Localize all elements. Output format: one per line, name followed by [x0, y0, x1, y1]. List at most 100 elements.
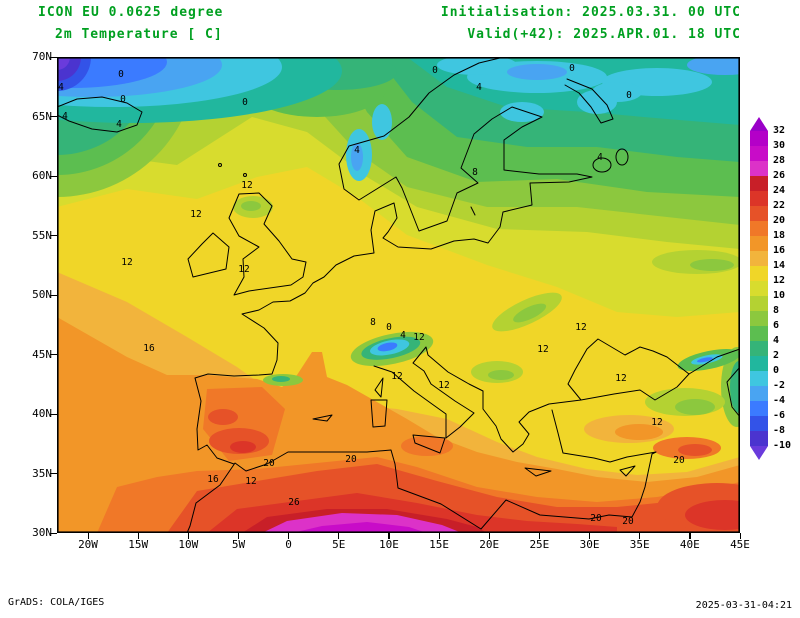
lon-tick-label: 15E [429, 538, 449, 551]
contour-label: 20 [673, 455, 685, 466]
contour-label: 0 [118, 69, 124, 80]
contour-label: 8 [472, 167, 478, 178]
model-title: ICON EU 0.0625 degree [38, 5, 224, 20]
lon-tick [538, 533, 541, 539]
lon-tick-label: 10W [178, 538, 199, 551]
contour-label: 4 [476, 82, 482, 93]
colorbar-label: -8 [773, 425, 786, 436]
lat-tick-label: 65N [32, 109, 52, 123]
contour-label: 12 [121, 257, 132, 268]
lat-tick-label: 35N [32, 466, 52, 480]
contour-label: 4 [597, 152, 603, 163]
lon-tick-label: 25E [529, 538, 550, 551]
contour-label: 20 [622, 516, 634, 527]
contour-label: 26 [288, 497, 300, 508]
colorbar-label: 14 [773, 260, 786, 271]
lon-tick-label: 40E [679, 538, 700, 551]
lon-tick [589, 533, 591, 539]
lon-tick [388, 533, 390, 539]
contour-label: 4 [62, 111, 68, 122]
lon-tick-label: 45E [730, 538, 750, 551]
colorbar-arrow-bottom [750, 446, 768, 460]
map-frame [57, 57, 740, 533]
contour-label: 12 [537, 344, 548, 355]
colorbar-segment [750, 236, 768, 251]
contour-label: 12 [245, 476, 256, 487]
colorbar-label: 10 [773, 290, 786, 301]
colorbar-label: 8 [773, 305, 780, 316]
colorbar-segment [750, 431, 768, 446]
lat-tick [50, 473, 57, 475]
contour-label: 4 [58, 82, 64, 93]
contour-label: 12 [413, 332, 424, 343]
lon-tick [488, 533, 490, 539]
lat-tick [50, 56, 57, 58]
colorbar-label: 32 [773, 125, 786, 136]
lon-tick [639, 533, 641, 539]
lon-tick-label: 0 [285, 538, 292, 551]
colorbar-label: 16 [773, 245, 786, 256]
contour-label: 4 [400, 330, 406, 341]
colorbar-label: 18 [773, 230, 786, 241]
lat-tick-label: 30N [32, 526, 52, 539]
colorbar-segment [750, 371, 768, 386]
grads-credit: GrADS: COLA/IGES [8, 597, 105, 608]
colorbar-label: -4 [773, 395, 786, 406]
contour-label: 20 [590, 513, 602, 524]
lon-tick [438, 533, 440, 539]
colorbar-label: 26 [773, 170, 786, 181]
colorbar-label: 2 [773, 350, 780, 361]
creation-timestamp: 2025-03-31-04:21 [695, 600, 792, 611]
lon-tick [689, 533, 691, 539]
contour-label: 12 [391, 371, 402, 382]
contour-label: 20 [345, 454, 357, 465]
contour-label: 12 [575, 322, 586, 333]
lat-tick [50, 235, 57, 237]
contour-label: 12 [241, 180, 252, 191]
contour-label: 12 [438, 380, 449, 391]
colorbar-segment [750, 251, 768, 266]
contour-label: 12 [651, 417, 662, 428]
colorbar-label: 24 [773, 185, 786, 196]
colorbar-label: 6 [773, 320, 780, 331]
contour-label: 4 [116, 119, 122, 130]
lon-tick [288, 533, 290, 539]
colorbar-label: 30 [773, 140, 786, 151]
colorbar-label: -2 [773, 380, 786, 391]
lon-tick [739, 533, 741, 539]
contour-label: 12 [190, 209, 201, 220]
colorbar-segment [750, 356, 768, 371]
lon-tick [187, 533, 189, 539]
contour-label: 12 [615, 373, 626, 384]
contour-label: 8 [370, 317, 376, 328]
contour-label: 0 [242, 97, 248, 108]
colorbar-segment [750, 296, 768, 311]
lon-tick [87, 533, 89, 539]
colorbar-label: 4 [773, 335, 780, 346]
colorbar-label: 12 [773, 275, 786, 286]
contour-label: 0 [626, 90, 632, 101]
lon-tick-label: 35E [629, 538, 650, 551]
colorbar-segment [750, 131, 768, 146]
contour-label: 4 [354, 145, 360, 156]
colorbar-label: 28 [773, 155, 786, 166]
colorbar-segment [750, 176, 768, 191]
lon-tick-label: 15W [128, 538, 149, 551]
colorbar-label: 20 [773, 215, 786, 226]
colorbar-segment [750, 416, 768, 431]
colorbar-segment [750, 326, 768, 341]
colorbar-label: 0 [773, 365, 780, 376]
contour-label: 0 [386, 322, 392, 333]
lat-tick [50, 116, 57, 118]
lat-tick [50, 413, 57, 415]
lon-tick-label: 5E [332, 538, 346, 551]
lat-tick-label: 60N [32, 169, 52, 182]
contour-label: 16 [143, 343, 155, 354]
coastlines [57, 57, 740, 533]
colorbar-segment [750, 401, 768, 416]
lon-tick-label: 20W [78, 538, 98, 551]
colorbar-arrow-top [750, 117, 768, 131]
